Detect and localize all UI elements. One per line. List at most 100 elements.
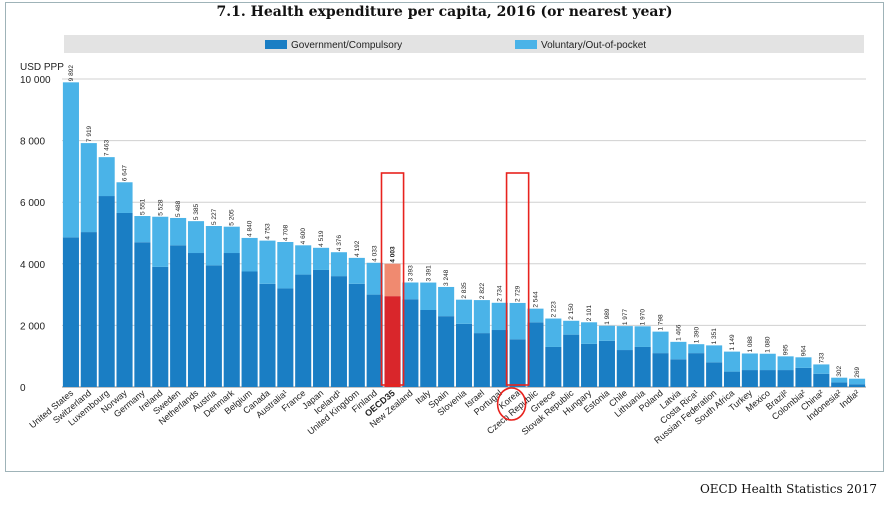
value-label: 302 [836,365,843,376]
bar-government [134,242,151,387]
bar-government [330,276,347,387]
legend-swatch-government [265,40,287,49]
bar-government [634,346,651,387]
bar-voluntary [491,302,508,331]
bar-voluntary [366,262,383,295]
value-label: 4 840 [247,220,254,237]
bar-government [80,232,97,387]
bar-voluntary [134,216,151,243]
y-tick-label: 0 [20,383,26,394]
bar-government [527,322,544,387]
y-axis-label: USD PPP [20,62,64,73]
bar-government [723,371,741,387]
bar-voluntary [509,302,526,340]
bar-voluntary [223,226,240,254]
chart-frame [5,2,884,472]
bar-government [545,346,562,387]
value-label: 5 227 [211,208,218,225]
value-label: 4 192 [354,240,361,257]
bar-voluntary [205,226,222,266]
bar-government [259,283,276,387]
value-label: 4 600 [300,228,307,245]
bar-voluntary [330,252,347,277]
y-tick-label: 10 000 [20,75,51,86]
bar-voluntary [527,308,544,323]
highlight-box-oecd35 [380,172,405,386]
value-label: 6 647 [122,165,129,182]
bar-government [706,362,723,387]
value-label: 4 033 [372,245,379,262]
bar-government [849,384,866,387]
bar-voluntary [688,344,705,354]
value-label: 7 463 [104,139,111,156]
bar-voluntary [598,325,615,341]
value-label: 4 376 [336,235,343,252]
value-label: 4 519 [318,230,325,247]
bar-government [187,253,205,387]
value-label: 733 [818,352,825,363]
bar-voluntary [152,216,169,267]
bar-government [563,334,580,387]
value-label: 269 [854,366,861,377]
bar-government [295,274,312,387]
bar-government [241,271,258,387]
bar-government [473,333,490,387]
value-label: 5 551 [139,198,146,215]
bar-government [313,269,330,387]
bars [62,82,866,387]
bar-voluntary [563,320,580,335]
value-label: 5 205 [229,209,236,226]
bar-voluntary [634,326,651,347]
legend-background [64,35,864,53]
bar-government [223,253,240,387]
value-label: 2 223 [550,301,557,318]
value-label: 1 088 [747,336,754,353]
bar-voluntary [723,351,741,372]
bar-government [777,370,794,387]
value-label: 4 003 [390,246,397,263]
bar-government [152,266,169,387]
bar-government [402,299,419,387]
bar-government [170,245,187,387]
legend: Government/Compulsory Voluntary/Out-of-p… [64,35,864,53]
value-label: 7 919 [86,125,93,142]
bar-voluntary [420,282,437,310]
bar-government [438,316,455,387]
bar-voluntary [473,300,490,334]
source-note: OECD Health Statistics 2017 [699,482,877,496]
bar-voluntary [116,182,133,213]
bar-voluntary [384,263,401,297]
bar-government [62,237,79,387]
chart-title: 7.1. Health expenditure per capita, 2016… [216,4,673,20]
bar-voluntary [259,240,276,284]
bar-voluntary [545,318,562,347]
bar-voluntary [80,143,97,233]
category-labels: United StatesSwitzerlandLuxembourgNorway… [27,388,861,446]
bar-voluntary [187,221,205,254]
bar-voluntary [831,377,848,383]
value-label: 1 798 [658,314,665,331]
value-label: 2 150 [568,303,575,320]
value-label: 2 544 [532,291,539,308]
bar-government [509,339,526,387]
bar-voluntary [813,364,830,374]
bar-government [670,359,687,387]
value-label: 2 822 [479,282,486,299]
bar-voluntary [313,247,330,270]
bar-government [741,370,758,387]
bar-voluntary [706,345,723,363]
bar-voluntary [652,331,669,354]
bar-government [598,340,615,387]
bar-government [759,370,776,387]
value-label: 1 466 [675,324,682,341]
y-tick-label: 4 000 [20,260,45,271]
bar-government [688,353,705,387]
bar-voluntary [402,282,419,300]
bar-voluntary [759,353,776,371]
value-label: 1 080 [765,336,772,353]
value-label: 3 248 [443,269,450,286]
value-label: 1 149 [729,334,736,351]
bar-government [420,310,437,387]
bar-government [277,288,294,387]
